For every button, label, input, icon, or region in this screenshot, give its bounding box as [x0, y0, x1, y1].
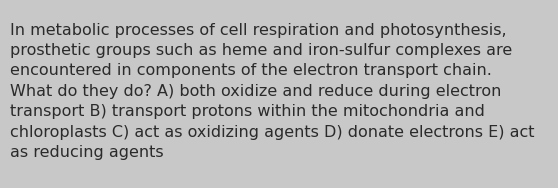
- Text: In metabolic processes of cell respiration and photosynthesis,
prosthetic groups: In metabolic processes of cell respirati…: [10, 23, 535, 160]
